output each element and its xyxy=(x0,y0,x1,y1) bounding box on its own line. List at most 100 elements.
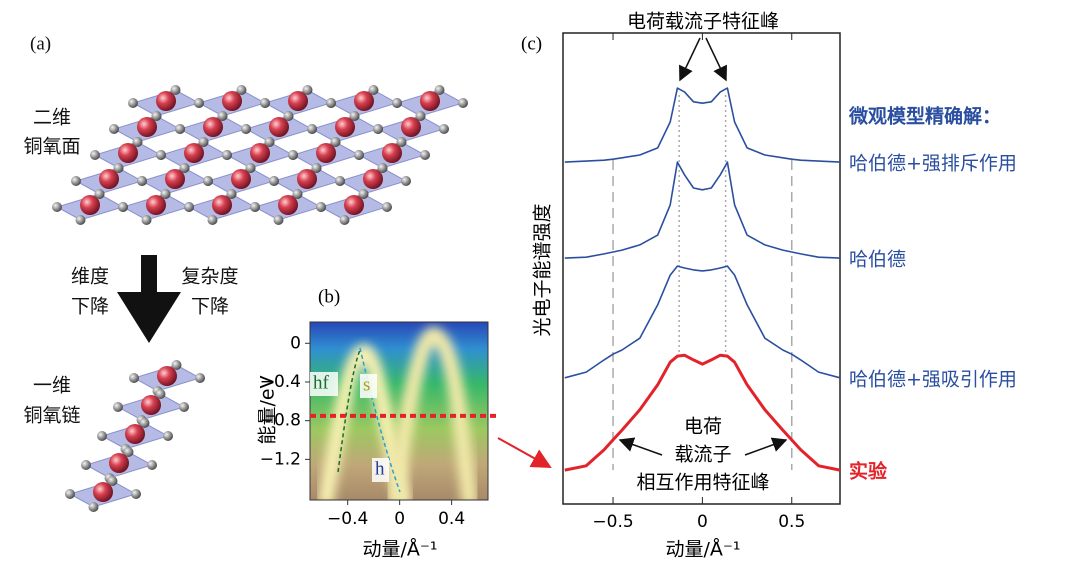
oxygen-atom xyxy=(109,124,119,134)
copper-atom xyxy=(363,169,383,189)
copper-atom xyxy=(278,195,298,215)
oxygen-atom xyxy=(330,137,341,147)
caption-text: 下降 xyxy=(191,296,229,318)
oxygen-atom xyxy=(316,202,326,212)
oxygen-atom xyxy=(75,215,86,225)
series-label: 哈伯德 xyxy=(849,249,906,271)
copper-atom xyxy=(93,482,113,502)
oxygen-atom xyxy=(368,85,379,95)
copper-atom xyxy=(269,117,289,137)
panel-label: (b) xyxy=(318,286,340,307)
oxygen-atom xyxy=(439,124,449,134)
caption-text: 二维 xyxy=(33,107,71,129)
oxygen-atom xyxy=(288,150,298,160)
oxygen-atom xyxy=(52,202,62,212)
oxygen-atom xyxy=(170,85,181,95)
copper-atom xyxy=(212,195,232,215)
oxygen-atom xyxy=(151,111,162,121)
oxygen-atom xyxy=(179,402,189,412)
oxygen-atom xyxy=(118,202,128,212)
oxygen-atom xyxy=(250,202,260,212)
oxygen-atom xyxy=(141,215,152,225)
oxygen-atom xyxy=(434,85,445,95)
x-tick-label: −0.4 xyxy=(327,509,368,529)
oxygen-atom xyxy=(396,137,407,147)
oxygen-atom xyxy=(184,202,194,212)
oxygen-atom xyxy=(175,124,185,134)
copper-atom xyxy=(335,117,355,137)
oxygen-atom xyxy=(377,163,388,173)
oxygen-atom xyxy=(113,402,123,412)
band-label: s xyxy=(363,374,370,395)
y-tick-label: 0 xyxy=(290,333,301,353)
oxygen-atom xyxy=(373,124,383,134)
annotation-bg xyxy=(660,442,746,468)
caption-text: 铜氧链 xyxy=(23,405,80,427)
oxygen-atom xyxy=(241,124,251,134)
oxygen-atom xyxy=(264,137,275,147)
copper-atom xyxy=(382,143,402,163)
band-label: h xyxy=(375,458,385,479)
caption-text: 下降 xyxy=(71,296,109,318)
oxygen-atom xyxy=(245,163,256,173)
h-guide xyxy=(359,347,401,493)
panel-label: (c) xyxy=(521,33,542,54)
band-glow xyxy=(387,327,478,500)
oxygen-atom xyxy=(236,85,247,95)
copper-atom xyxy=(297,169,317,189)
oxygen-atom xyxy=(203,176,213,186)
y-axis-label: 能量/eV xyxy=(257,375,279,444)
copper-atom xyxy=(146,195,166,215)
oxygen-atom xyxy=(415,111,426,121)
series-label: 实验 xyxy=(849,460,888,483)
band-label: hf xyxy=(313,372,330,393)
copper-atom xyxy=(401,117,421,137)
copper-atom xyxy=(203,117,223,137)
annotation-box xyxy=(310,372,338,396)
oxygen-atom xyxy=(311,163,322,173)
oxygen-atom xyxy=(198,137,209,147)
y-tick-label: −1.2 xyxy=(260,449,301,469)
copper-atom xyxy=(222,91,242,111)
oxygen-atom xyxy=(302,85,313,95)
oxygen-atom xyxy=(195,373,205,383)
oxygen-atom xyxy=(155,389,166,399)
oxygen-atom xyxy=(139,418,150,428)
title-arrow xyxy=(679,37,701,82)
oxygen-atom xyxy=(156,150,166,160)
annotation-bg xyxy=(614,470,792,496)
oxygen-atom xyxy=(94,189,105,199)
plot-frame xyxy=(562,32,841,505)
oxygen-atom xyxy=(382,202,392,212)
oxygen-atom xyxy=(137,176,147,186)
copper-atom xyxy=(157,366,177,386)
caption-text: 复杂度 xyxy=(181,266,238,288)
chart-title: 电荷载流子特征峰 xyxy=(627,11,779,33)
oxygen-atom xyxy=(401,176,411,186)
series-label: 哈伯德+强排斥作用 xyxy=(849,153,1017,175)
caption-text: 一维 xyxy=(33,375,71,397)
copper-atom xyxy=(354,91,374,111)
oxygen-atom xyxy=(123,447,134,457)
oxygen-atom xyxy=(326,98,336,108)
x-tick-label: 0.5 xyxy=(778,512,805,532)
x-tick-label: 0 xyxy=(394,509,405,529)
x-axis-label: 动量/Å⁻¹ xyxy=(665,538,740,561)
copper-atom xyxy=(184,143,204,163)
spectrum-line xyxy=(564,353,841,472)
x-tick-label: 0 xyxy=(697,512,708,532)
oxygen-atom xyxy=(129,373,139,383)
lattice-drawing xyxy=(52,85,468,512)
annotation-text: 电荷 xyxy=(684,416,722,438)
oxygen-atom xyxy=(81,460,91,470)
copper-atom xyxy=(137,117,157,137)
arpes-bands xyxy=(317,327,478,500)
annotation-box xyxy=(360,374,377,398)
x-tick-label: 0.4 xyxy=(438,509,465,529)
x-tick-label: −0.5 xyxy=(592,512,633,532)
caption-text: 铜氧面 xyxy=(23,136,80,158)
hf-guide xyxy=(337,349,361,473)
oxygen-atom xyxy=(292,189,303,199)
oxygen-atom xyxy=(222,150,232,160)
